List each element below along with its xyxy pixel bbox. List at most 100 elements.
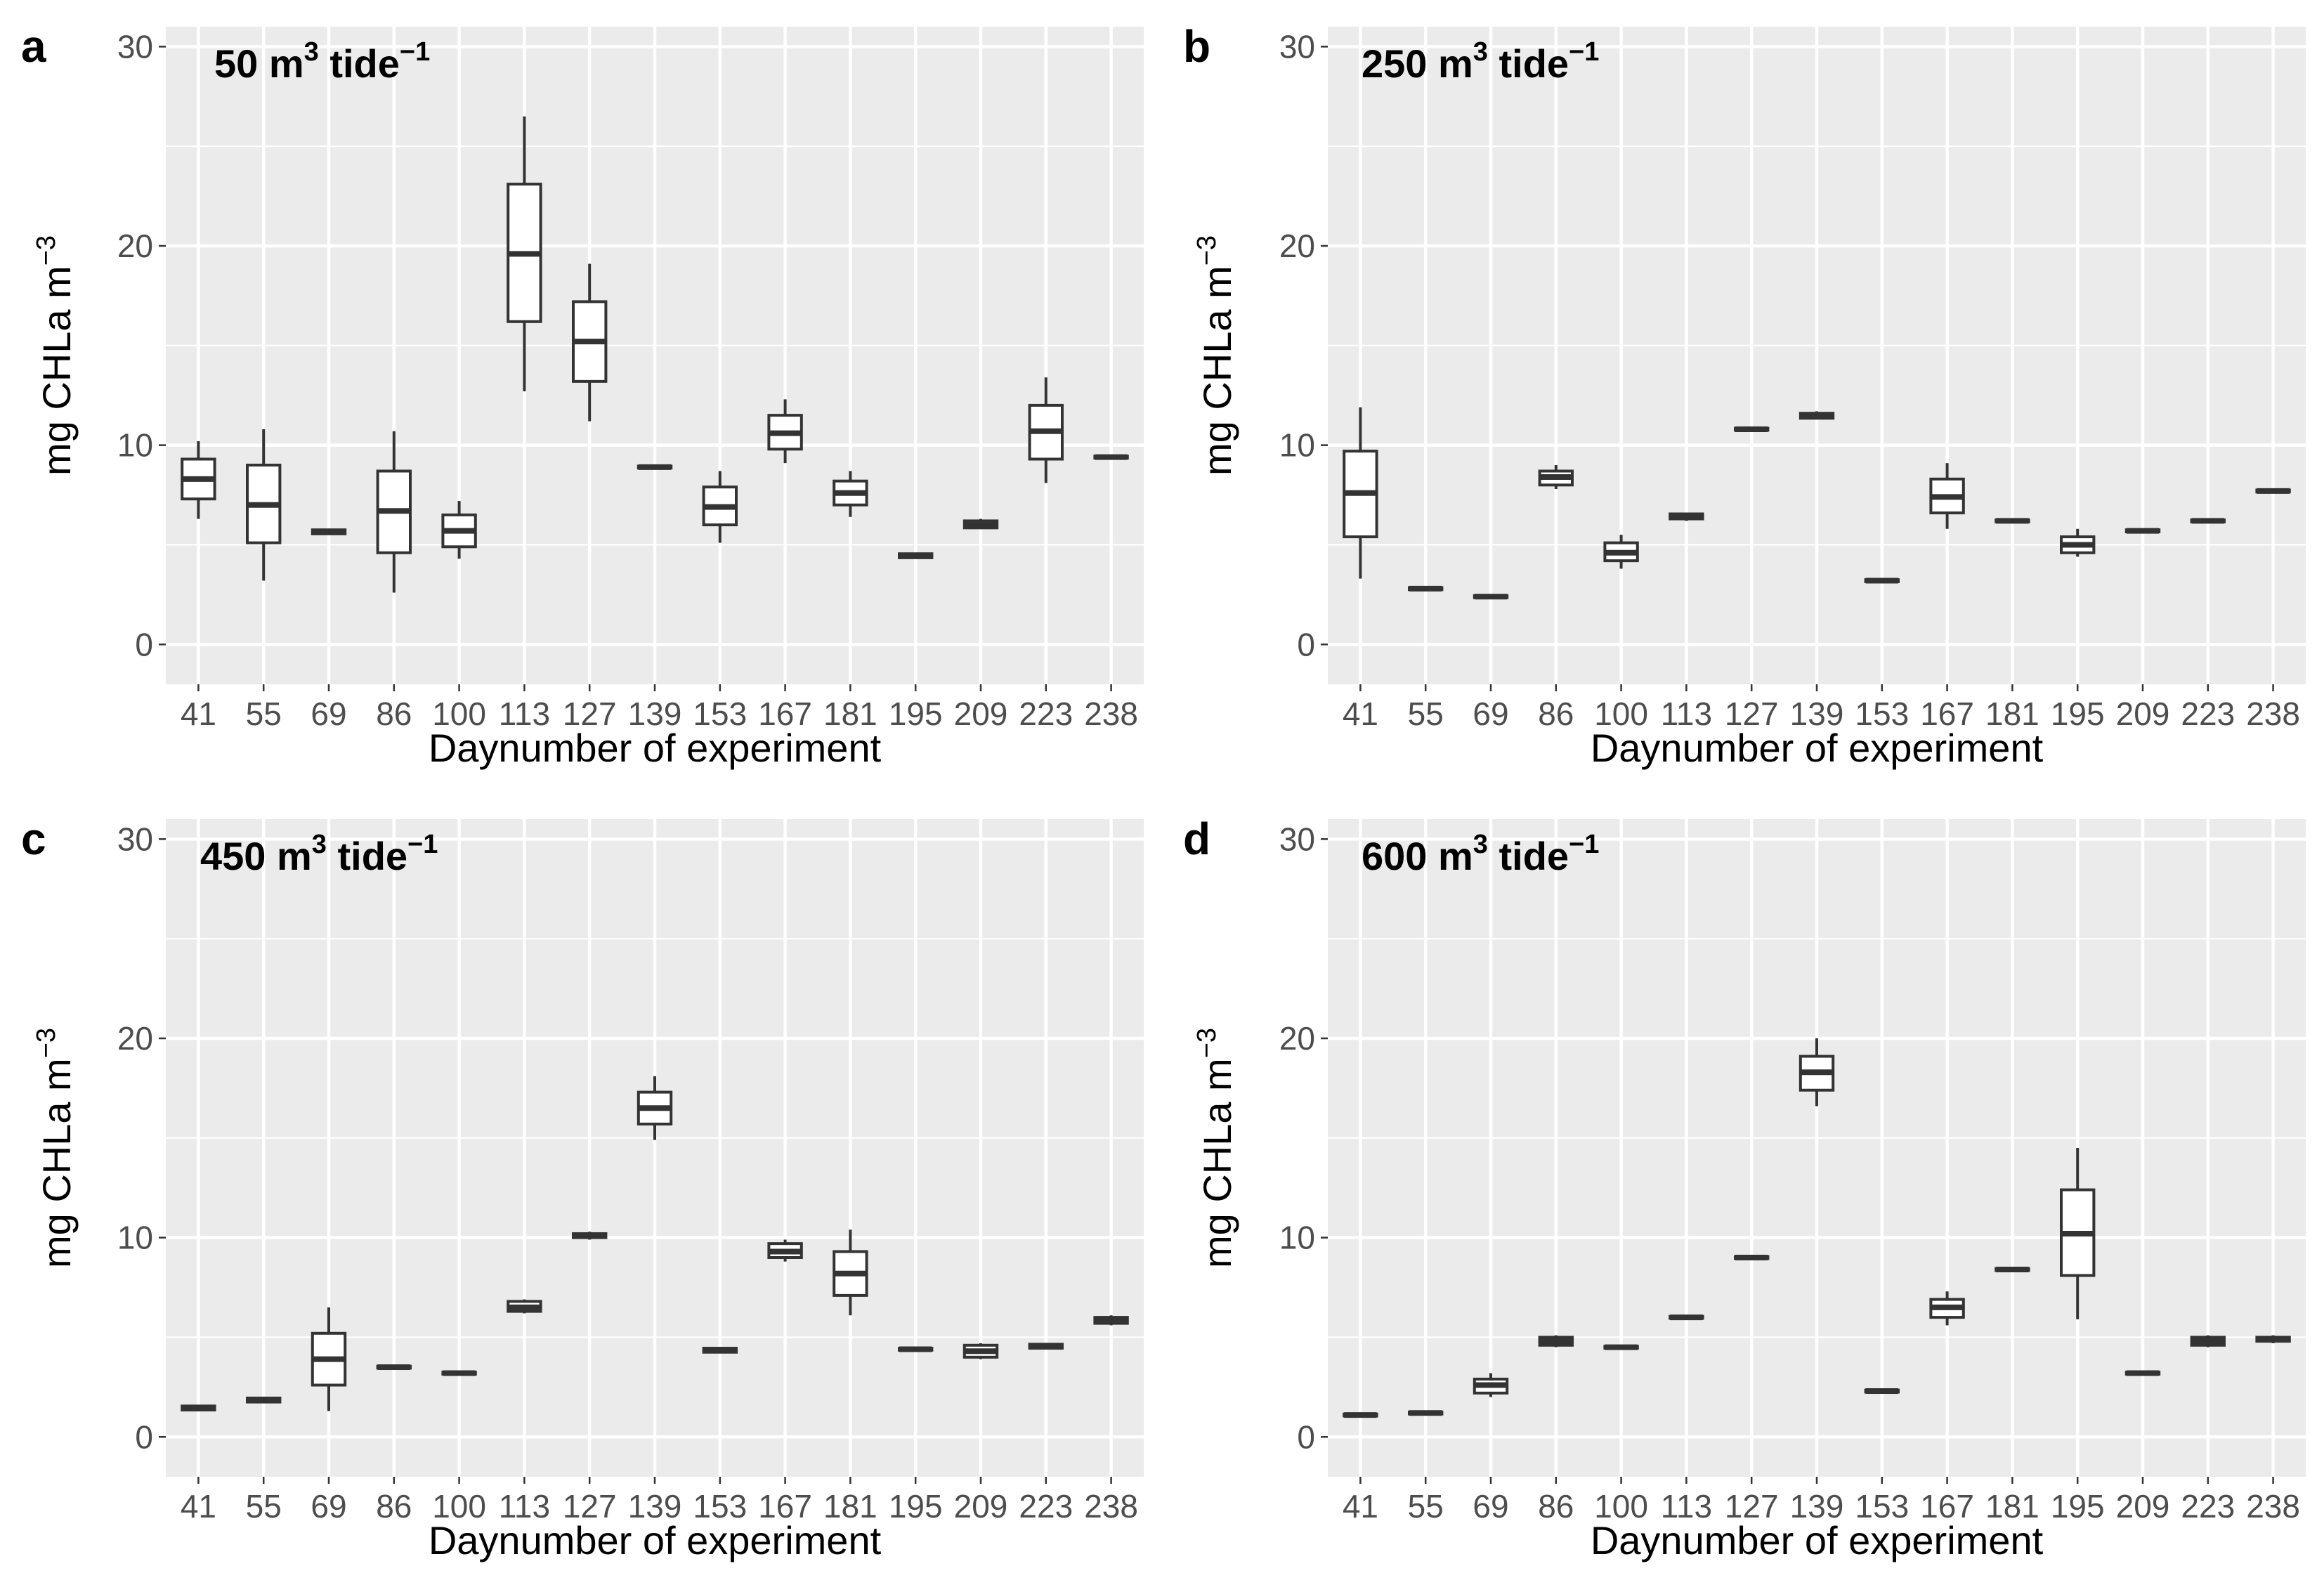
- y-tick-label: 10: [117, 427, 153, 464]
- x-tick-label: 69: [311, 1488, 346, 1525]
- x-tick-label: 139: [1790, 696, 1844, 732]
- x-tick-label: 139: [628, 696, 682, 732]
- panel-title-main: 250 m: [1362, 41, 1473, 86]
- x-axis-title: Daynumber of experiment: [1591, 1518, 2044, 1562]
- x-tick-label: 195: [889, 1488, 943, 1525]
- y-axis-title-superscript: −3: [1192, 235, 1222, 266]
- y-tick-label: 10: [117, 1220, 153, 1256]
- y-axis-title-main: mg CHLa m: [34, 266, 79, 476]
- panel-title-superscript: 3: [1473, 830, 1488, 859]
- x-tick-label: 69: [311, 696, 346, 732]
- panel-title-main: 50 m: [214, 41, 304, 86]
- x-tick-label: 223: [1019, 1488, 1073, 1525]
- x-axis-title: Daynumber of experiment: [429, 1518, 882, 1562]
- x-tick-label: 139: [628, 1488, 682, 1525]
- panel-letter: b: [1183, 21, 1210, 72]
- y-tick-label: 30: [1279, 28, 1315, 65]
- x-tick-label: 181: [823, 696, 877, 732]
- y-tick-label: 0: [135, 626, 153, 663]
- panel-title-superscript: 3: [304, 37, 319, 67]
- x-tick-label: 153: [693, 696, 747, 732]
- y-tick-label: 20: [1279, 1020, 1315, 1057]
- y-axis-title-superscript: −3: [1192, 1028, 1222, 1058]
- x-tick-label: 41: [1343, 696, 1378, 732]
- y-tick-label: 10: [1279, 427, 1315, 464]
- panel-letter: d: [1183, 814, 1210, 864]
- panel-title-superscript: −1: [407, 830, 438, 859]
- panel-title-main: 450 m: [200, 834, 312, 878]
- panel-title: 250 m3 tide−1: [1362, 37, 1599, 86]
- x-tick-label: 100: [432, 1488, 486, 1525]
- panel-d: 0 10 20 30 41 55 69 86 100 113 127 139 153 167 181 195 2…: [1183, 814, 2306, 1562]
- panel-title-superscript: 3: [312, 830, 327, 859]
- x-tick-label: 55: [246, 696, 282, 732]
- x-tick-label: 209: [2116, 1488, 2170, 1525]
- x-tick-label: 113: [499, 696, 550, 732]
- x-tick-label: 86: [376, 696, 412, 732]
- y-tick-label: 10: [1279, 1220, 1315, 1256]
- y-tick-label: 20: [117, 1020, 153, 1057]
- x-tick-label: 238: [2246, 1488, 2300, 1525]
- y-tick-label: 30: [117, 821, 153, 857]
- x-tick-label: 86: [376, 1488, 412, 1525]
- x-tick-label: 100: [1594, 1488, 1648, 1525]
- x-tick-label: 223: [2181, 1488, 2235, 1525]
- x-tick-label: 195: [889, 696, 943, 732]
- x-tick-label: 69: [1473, 696, 1508, 732]
- x-tick-label: 55: [246, 1488, 282, 1525]
- x-tick-label: 55: [1408, 696, 1444, 732]
- x-tick-label: 55: [1408, 1488, 1444, 1525]
- x-tick-label: 139: [1790, 1488, 1844, 1525]
- panel-title: 450 m3 tide−1: [200, 830, 438, 878]
- x-tick-label: 86: [1538, 696, 1574, 732]
- panel-title-unit: tide: [327, 834, 407, 878]
- panel-title: 600 m3 tide−1: [1362, 830, 1599, 878]
- y-axis-title-main: mg CHLa m: [1195, 1058, 1239, 1268]
- x-tick-label: 113: [1661, 696, 1712, 732]
- x-tick-label: 86: [1538, 1488, 1574, 1525]
- y-tick-label: 0: [135, 1418, 153, 1455]
- y-tick-label: 0: [1297, 626, 1315, 663]
- panel-a: 0 10 20 30 41 55 69 86 100 113 127 139 153 167 181 195 2…: [21, 21, 1144, 770]
- x-tick-label: 127: [563, 696, 617, 732]
- x-tick-label: 153: [1855, 1488, 1909, 1525]
- x-tick-label: 238: [2246, 696, 2300, 732]
- x-tick-label: 113: [1661, 1488, 1712, 1525]
- panel-title-superscript: 3: [1473, 37, 1488, 67]
- panel-title-unit: tide: [319, 41, 400, 86]
- y-axis-title-superscript: −3: [32, 1028, 61, 1058]
- y-axis-title: mg CHLa m−3: [32, 235, 79, 476]
- x-tick-label: 69: [1473, 1488, 1508, 1525]
- panel-b: 0 10 20 30 41 55 69 86 100 113 127 139 153 167 181 195 2…: [1183, 21, 2306, 770]
- panel-c: 0 10 20 30 41 55 69 86 100 113 127 139 153 167 181 195 2…: [21, 814, 1144, 1562]
- x-tick-label: 181: [1985, 1488, 2039, 1525]
- panel-letter: a: [21, 21, 46, 72]
- x-tick-label: 238: [1084, 696, 1138, 732]
- x-tick-label: 153: [1855, 696, 1909, 732]
- x-tick-label: 41: [181, 696, 216, 732]
- x-axis-title: Daynumber of experiment: [1591, 726, 2044, 770]
- x-tick-label: 41: [1343, 1488, 1378, 1525]
- x-tick-label: 195: [2051, 696, 2105, 732]
- panel-title: 50 m3 tide−1: [214, 37, 430, 86]
- y-tick-label: 30: [1279, 821, 1315, 857]
- x-tick-label: 127: [1725, 696, 1779, 732]
- y-tick-label: 20: [117, 228, 153, 264]
- x-tick-label: 195: [2051, 1488, 2105, 1525]
- x-tick-label: 209: [2116, 696, 2170, 732]
- x-tick-label: 41: [181, 1488, 216, 1525]
- x-tick-label: 209: [954, 696, 1008, 732]
- y-axis-title-main: mg CHLa m: [34, 1058, 79, 1268]
- y-axis-title-main: mg CHLa m: [1195, 266, 1239, 476]
- x-tick-label: 153: [693, 1488, 747, 1525]
- x-tick-label: 238: [1084, 1488, 1138, 1525]
- y-axis-title: mg CHLa m−3: [1192, 1028, 1239, 1268]
- panel-title-unit: tide: [1488, 41, 1569, 86]
- x-tick-label: 100: [432, 696, 486, 732]
- x-tick-label: 167: [1920, 1488, 1974, 1525]
- panel-title-superscript: −1: [1569, 830, 1599, 859]
- x-tick-label: 167: [1920, 696, 1974, 732]
- x-axis-title: Daynumber of experiment: [429, 726, 882, 770]
- x-tick-label: 167: [758, 1488, 812, 1525]
